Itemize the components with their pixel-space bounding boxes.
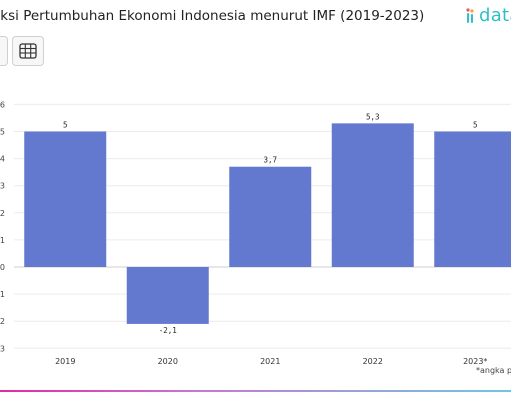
x-tick-label: 2022 xyxy=(363,357,383,366)
data-label: 5 xyxy=(63,121,68,130)
bar xyxy=(434,131,511,267)
x-tick-label: 2023* xyxy=(463,357,487,366)
table-view-button[interactable] xyxy=(12,36,44,66)
chart-title: eksi Pertumbuhan Ekonomi Indonesia menur… xyxy=(0,8,425,24)
footnote: *angka pr xyxy=(476,366,511,375)
y-tick-label: 4 xyxy=(0,155,5,164)
bar xyxy=(126,267,209,324)
y-tick-label: 3 xyxy=(0,182,5,191)
bar xyxy=(331,123,414,268)
bar xyxy=(24,131,107,267)
data-label: 5 xyxy=(473,121,478,130)
y-tick-label: 5 xyxy=(0,128,5,137)
y-tick-label: 1 xyxy=(0,236,5,245)
x-tick-label: 2021 xyxy=(260,357,280,366)
logo-mark-icon xyxy=(466,7,474,23)
bottom-accent-bar xyxy=(0,390,511,392)
y-tick-label: 0 xyxy=(0,263,5,272)
x-tick-label: 2020 xyxy=(158,357,178,366)
chart-view-button[interactable] xyxy=(0,36,8,66)
data-label: 3,7 xyxy=(263,156,277,165)
brand-logo[interactable]: data xyxy=(466,5,511,26)
data-label: -2,1 xyxy=(159,326,177,335)
table-grid-icon xyxy=(19,43,37,59)
data-label: 5,3 xyxy=(366,112,380,121)
y-tick-label: 2 xyxy=(0,317,5,326)
logo-text: data xyxy=(479,5,511,26)
y-tick-label: 6 xyxy=(0,100,5,109)
bar xyxy=(229,166,312,267)
y-tick-label: 3 xyxy=(0,344,5,353)
y-tick-label: 1 xyxy=(0,290,5,299)
x-tick-label: 2019 xyxy=(55,357,75,366)
y-tick-label: 2 xyxy=(0,209,5,218)
